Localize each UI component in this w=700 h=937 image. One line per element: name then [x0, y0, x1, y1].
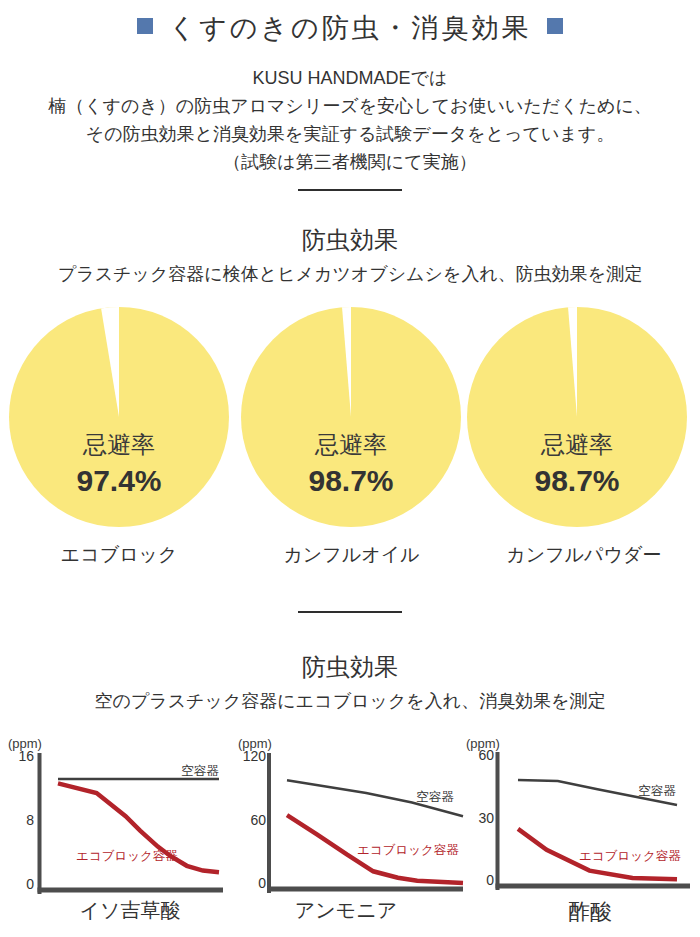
svg-text:98.7%: 98.7%: [534, 464, 619, 497]
pie-chart-label: エコブロック: [3, 543, 235, 566]
line-chart: (ppm)60300空容器エコブロック容器酢酸: [466, 734, 699, 937]
line-chart: (ppm)120600空容器エコブロック容器アンモニア: [233, 734, 466, 937]
intro-line: 楠（くすのき）の防虫アロマシリーズを安心してお使いいただくために、: [0, 92, 700, 120]
page-title: くすのきの防虫・消臭効果: [168, 10, 531, 46]
svg-text:エコブロック容器: エコブロック容器: [357, 843, 459, 857]
svg-text:アンモニア: アンモニア: [295, 899, 397, 921]
pie-chart-row: 忌避率 97.4% エコブロック 忌避率 98.7% カンフルオイル 忌避率 98.7% カンフ…: [0, 304, 700, 566]
section-deodorant-heading: 防虫効果: [0, 652, 700, 681]
divider-top: [298, 189, 402, 191]
svg-text:忌避率: 忌避率: [82, 431, 155, 458]
svg-text:0: 0: [486, 872, 494, 888]
svg-text:イソ吉草酸: イソ吉草酸: [80, 899, 181, 921]
svg-text:16: 16: [18, 748, 34, 764]
pie-chart: 忌避率 97.4% エコブロック: [3, 304, 235, 566]
svg-text:酢酸: 酢酸: [568, 899, 612, 924]
pie-chart: 忌避率 98.7% カンフルオイル: [235, 304, 467, 566]
svg-text:60: 60: [478, 747, 494, 763]
section-repellent-caption: プラスチック容器に検体とヒメカツオブシムシを入れ、防虫効果を測定: [0, 260, 700, 288]
pie-chart: 忌避率 98.7% カンフルパウダー: [468, 304, 700, 566]
svg-text:0: 0: [26, 876, 34, 892]
svg-text:空容器: 空容器: [416, 790, 454, 804]
svg-text:エコブロック容器: エコブロック容器: [76, 849, 178, 863]
svg-text:30: 30: [478, 810, 494, 826]
title-square-right-icon: [547, 18, 563, 34]
svg-text:忌避率: 忌避率: [540, 431, 613, 458]
svg-text:0: 0: [258, 875, 266, 891]
svg-text:空容器: 空容器: [638, 784, 676, 798]
intro-line: KUSU HANDMADEでは: [0, 64, 700, 92]
title-square-left-icon: [137, 18, 153, 34]
section-deodorant-caption: 空のプラスチック容器にエコブロックを入れ、消臭効果を測定: [0, 687, 700, 715]
intro-line: その防虫効果と消臭効果を実証する試験データをとっています。: [0, 120, 700, 148]
page-title-row: くすのきの防虫・消臭効果: [0, 10, 700, 46]
intro-line: （試験は第三者機関にて実施）: [0, 148, 700, 176]
svg-text:8: 8: [26, 812, 34, 828]
svg-text:忌避率: 忌避率: [314, 431, 387, 458]
intro-paragraph: KUSU HANDMADEでは楠（くすのき）の防虫アロマシリーズを安心してお使い…: [0, 64, 700, 176]
svg-text:空容器: 空容器: [181, 764, 219, 778]
line-chart-row: (ppm)1680空容器エコブロック容器イソ吉草酸(ppm)120600空容器エ…: [0, 734, 700, 937]
divider-middle: [298, 611, 402, 613]
section-repellent-heading: 防虫効果: [0, 225, 700, 254]
line-chart: (ppm)1680空容器エコブロック容器イソ吉草酸: [0, 734, 233, 937]
svg-text:120: 120: [243, 748, 267, 764]
svg-text:エコブロック容器: エコブロック容器: [579, 849, 681, 863]
pie-chart-label: カンフルパウダー: [468, 543, 700, 566]
pie-chart-label: カンフルオイル: [235, 543, 467, 566]
svg-text:98.7%: 98.7%: [309, 464, 394, 497]
svg-text:97.4%: 97.4%: [77, 464, 162, 497]
svg-text:60: 60: [250, 812, 266, 828]
